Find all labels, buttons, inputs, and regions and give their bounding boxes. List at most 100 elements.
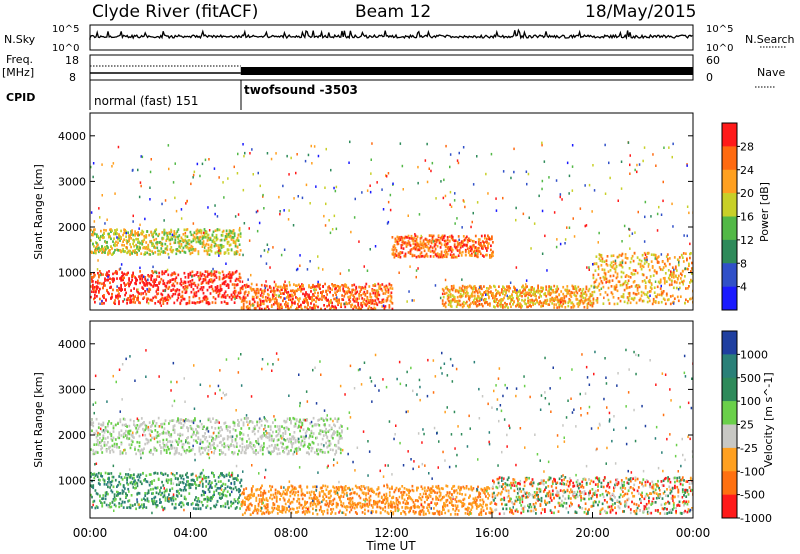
velocity-cell-939 (209, 447, 212, 450)
power-cell-2383 (483, 298, 485, 302)
velocity-cell-85 (113, 493, 116, 496)
power-cell-3560 (678, 261, 680, 264)
power-cell-3205 (691, 279, 693, 283)
power-cell-884 (158, 232, 161, 236)
power-cell-1370 (279, 285, 282, 289)
velocity-cell-37 (101, 504, 104, 508)
power-cell-1984 (433, 242, 436, 246)
power-cell-1491 (310, 302, 312, 305)
power-cell-799 (137, 247, 139, 251)
power-cell-1247 (248, 306, 251, 310)
velocity-cell-875 (190, 419, 193, 423)
power-cell-148 (128, 279, 130, 282)
power-cell-1150 (226, 235, 229, 238)
power-cell-2182 (484, 234, 486, 237)
power-cell-1122 (218, 246, 221, 250)
power-cell-156 (130, 294, 132, 298)
power-cell-149 (128, 284, 130, 288)
power-cell-3603 (369, 248, 371, 251)
power-cell-2159 (477, 250, 480, 253)
power-cell-124 (122, 300, 124, 303)
power-cell-3440 (166, 268, 169, 272)
power-cell-1170 (230, 238, 233, 241)
power-cell-1607 (339, 285, 341, 289)
power-cell-468 (207, 301, 210, 304)
power-cell-3709 (449, 203, 451, 206)
power-cell-584 (235, 283, 238, 287)
power-cell-3538 (114, 192, 116, 195)
velocity-cell-789 (168, 422, 170, 425)
power-cell-1517 (316, 296, 318, 300)
power-cell-1480 (307, 303, 309, 307)
power-cell-1910 (416, 235, 419, 238)
power-cell-2883 (610, 265, 613, 268)
power-cell-3091 (659, 278, 662, 282)
power-cell-818 (141, 232, 144, 236)
power-cell-2354 (475, 304, 478, 308)
power-cell-197 (140, 274, 143, 278)
power-cell-959 (178, 239, 181, 243)
power-cell-2747 (575, 298, 578, 301)
velocity-cell-389 (201, 504, 204, 507)
velocity-cell-1131 (265, 435, 267, 439)
power-cell-1038 (198, 231, 201, 234)
power-cell-333 (173, 301, 176, 305)
power-cell-2437 (498, 291, 500, 295)
power-cell-3023 (643, 251, 646, 255)
power-cell-2830 (595, 255, 598, 258)
power-cell-802 (137, 237, 139, 241)
power-cell-1883 (409, 244, 412, 247)
power-cell-1996 (436, 252, 439, 255)
power-cell-3458 (478, 286, 481, 289)
power-cell-1574 (331, 283, 333, 286)
power-cell-2874 (607, 298, 610, 302)
power-cell-1731 (371, 299, 374, 302)
velocity-cell-20 (95, 473, 98, 476)
power-cell-2670 (556, 289, 559, 293)
power-cell-3577 (275, 294, 278, 297)
power-cell-1901 (414, 239, 417, 243)
power-cell-2412 (491, 294, 493, 297)
power-cell-3421 (210, 278, 212, 282)
power-cell-2576 (531, 298, 533, 302)
power-cell-973 (182, 240, 185, 244)
power-cell-2227 (444, 301, 447, 305)
power-cell-2932 (621, 265, 624, 269)
velocity-cell-1160 (274, 425, 277, 428)
power-cell-1459 (302, 301, 304, 304)
power-cell-386 (187, 275, 190, 278)
power-cell-207 (142, 281, 145, 284)
power-cell-894 (161, 242, 164, 246)
power-cell-3441 (369, 184, 371, 187)
power-cell-2099 (462, 239, 465, 242)
power-cell-2689 (560, 297, 563, 300)
power-cell-1418 (292, 289, 294, 292)
velocity-cell-257 (164, 496, 167, 500)
power-cell-2744 (574, 294, 577, 297)
power-cell-878 (156, 242, 159, 246)
velocity-cell-445 (217, 480, 220, 483)
velocity-cell-594 (107, 424, 109, 428)
power-cell-3656 (296, 297, 299, 300)
power-cell-3712 (605, 281, 607, 284)
power-cell-2807 (590, 302, 593, 305)
power-cell-3085 (657, 261, 660, 264)
power-cell-3027 (644, 286, 647, 290)
power-cell-1273 (255, 291, 258, 295)
power-cell-2271 (456, 289, 459, 293)
velocity-cell-383 (200, 493, 203, 497)
velocity-cell-751 (155, 436, 158, 439)
power-cell-970 (181, 249, 184, 252)
power-cell-3627 (525, 283, 527, 286)
power-cell-3070 (654, 301, 657, 304)
power-cell-1016 (192, 239, 195, 243)
power-cell-3539 (393, 248, 395, 251)
velocity-cell-797 (170, 435, 173, 438)
power-colorbar-label: Power [dB] (758, 182, 771, 242)
velocity-cell-123 (125, 495, 127, 498)
power-cell-897 (161, 236, 164, 240)
power-cell-2131 (469, 254, 472, 257)
velocity-cell-1008 (230, 435, 232, 438)
velocity-cell-190 (145, 506, 148, 509)
power-cell-942 (173, 234, 176, 238)
